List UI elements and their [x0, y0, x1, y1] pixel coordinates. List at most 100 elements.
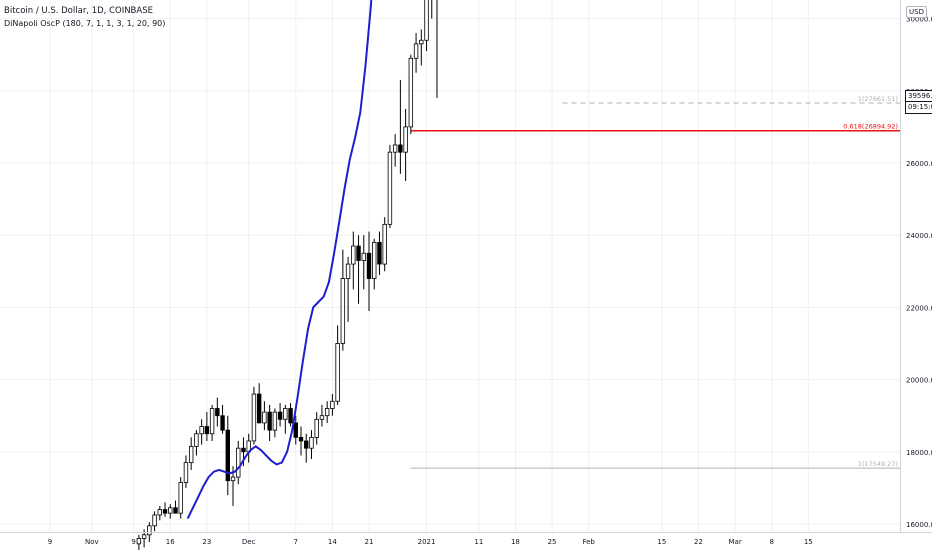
candle-body: [345, 263, 351, 279]
candle: [377, 231, 382, 275]
candle: [424, 0, 429, 52]
time-tick-label: 7: [294, 538, 298, 546]
price-tick-label: 18000.00: [906, 449, 932, 457]
price-tick-label: 16000.00: [906, 521, 932, 529]
candle: [293, 415, 298, 445]
time-tick-label: 11: [474, 538, 483, 546]
candle-body: [162, 509, 168, 514]
candle: [431, 0, 433, 19]
candle-body: [403, 126, 408, 153]
candle-body: [141, 534, 147, 539]
candle: [246, 433, 251, 463]
time-tick-label: 9: [131, 538, 135, 546]
candle-body: [335, 343, 340, 402]
time-tick-label: 16: [166, 538, 175, 546]
candle-body: [272, 411, 278, 431]
candle-body: [215, 408, 220, 417]
candle-body: [408, 57, 414, 128]
candle-body: [157, 509, 162, 516]
price-tick-label: 24000.00: [906, 232, 932, 240]
candle: [209, 404, 215, 441]
candle: [152, 511, 157, 532]
candle-body: [256, 393, 262, 424]
candle: [251, 386, 257, 445]
fib-level-label: 0.618(26894.92): [843, 123, 898, 131]
candle: [335, 325, 340, 405]
candle-body: [293, 422, 298, 438]
candle: [262, 401, 267, 431]
candle: [183, 455, 189, 488]
candle: [173, 500, 178, 514]
time-tick-label: Dec: [242, 538, 256, 546]
candle-body: [340, 278, 346, 344]
candle-body: [351, 245, 356, 265]
candle: [188, 437, 194, 470]
candle: [361, 235, 366, 290]
candle: [387, 144, 393, 228]
candle-body: [152, 514, 157, 527]
candle-body: [419, 39, 424, 45]
time-tick-label: Feb: [582, 538, 595, 546]
candle-body: [188, 445, 194, 464]
candle: [220, 404, 225, 434]
candle: [392, 134, 398, 167]
candle-body: [283, 408, 288, 420]
price-axis[interactable]: 16000.00 18000.00 20000.00 22000.00 24000.00…: [894, 0, 932, 550]
candle: [225, 415, 230, 496]
candle-body: [288, 408, 293, 424]
candle-body: [366, 252, 372, 279]
candle: [267, 404, 272, 441]
candle-body: [178, 482, 183, 514]
candle: [288, 403, 293, 427]
time-tick-label: 22: [694, 538, 703, 546]
candle-body: [173, 507, 178, 514]
candle-body: [372, 242, 377, 279]
candle: [256, 383, 262, 424]
price-tick-label: 30000.00: [906, 16, 932, 24]
candle: [340, 249, 346, 351]
oscillator: [186, 0, 373, 520]
candle-body: [168, 507, 173, 514]
candle-body: [194, 433, 199, 447]
candle-body: [314, 418, 319, 438]
candle: [194, 430, 199, 456]
candle: [403, 108, 408, 182]
time-tick-label: 23: [202, 538, 211, 546]
candle: [366, 231, 372, 312]
candle-body: [356, 245, 361, 261]
time-tick-label: 18: [511, 538, 520, 546]
fib-levels: 0(42028.61)0.382(36652.10)0.618(33168.83…: [410, 95, 900, 469]
candle-body: [183, 462, 189, 483]
symbol-title-text: Bitcoin / U.S. Dollar, 1D, COINBASE: [4, 6, 153, 16]
candle: [215, 397, 220, 427]
candle: [398, 79, 403, 174]
candle: [272, 408, 278, 438]
candle-body: [241, 447, 246, 453]
candle: [382, 217, 387, 272]
candle-body: [392, 144, 398, 153]
time-axis[interactable]: 9 Nov 9 16 23 Dec 7 14 21 2021 11 18 25 Feb 15 22 Mar 8 15: [0, 532, 932, 547]
candle: [436, 0, 438, 99]
price-tick-label: 20000.00: [906, 377, 932, 385]
candle-body: [361, 252, 366, 261]
candle-body: [251, 393, 257, 442]
symbol-title: Bitcoin / U.S. Dollar, 1D, COINBASE: [4, 6, 155, 16]
candle: [168, 504, 173, 519]
fib-level-label: 1(27661.51): [858, 95, 898, 103]
candle: [372, 238, 377, 290]
time-tick-label: 14: [328, 538, 337, 546]
candle: [283, 404, 288, 434]
candle: [236, 440, 241, 485]
candle-body: [330, 400, 335, 409]
time-tick-label: 15: [804, 538, 813, 546]
candle: [319, 404, 325, 427]
oscillator-line: [186, 0, 373, 520]
candle-body: [324, 408, 330, 417]
candle-body: [136, 538, 142, 545]
currency-badge[interactable]: USD: [906, 6, 927, 18]
candle-body: [267, 411, 272, 431]
indicator-legend[interactable]: DiNapoli OscP (180, 7, 1, 1, 3, 1, 20, 9…: [4, 19, 165, 28]
candle: [351, 231, 356, 290]
price-axis-bg: [900, 0, 932, 550]
